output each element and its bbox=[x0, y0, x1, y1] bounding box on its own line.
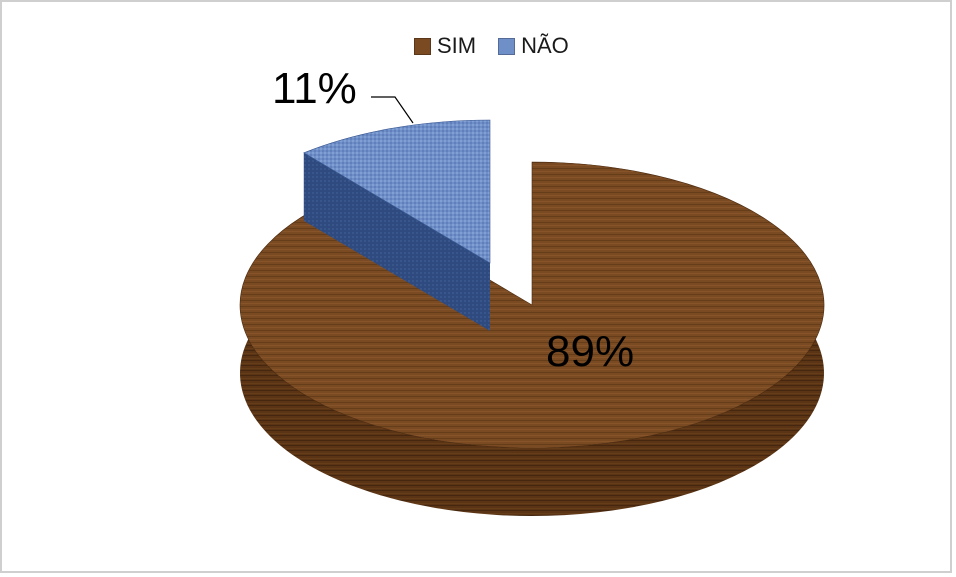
legend-item-sim: SIM bbox=[414, 33, 476, 59]
legend-label-sim: SIM bbox=[437, 33, 477, 58]
legend: SIM NÃO bbox=[414, 33, 591, 59]
legend-label-nao: NÃO bbox=[521, 33, 569, 58]
legend-swatch-nao bbox=[498, 37, 516, 55]
legend-item-nao: NÃO bbox=[498, 33, 569, 59]
legend-swatch-sim bbox=[414, 37, 431, 55]
data-label-sim: 89% bbox=[546, 327, 634, 376]
pie-slice-nao bbox=[303, 119, 491, 264]
pie-face-nao bbox=[303, 152, 490, 331]
leader-line-nao bbox=[371, 96, 414, 124]
data-label-nao: 11% bbox=[272, 64, 357, 113]
